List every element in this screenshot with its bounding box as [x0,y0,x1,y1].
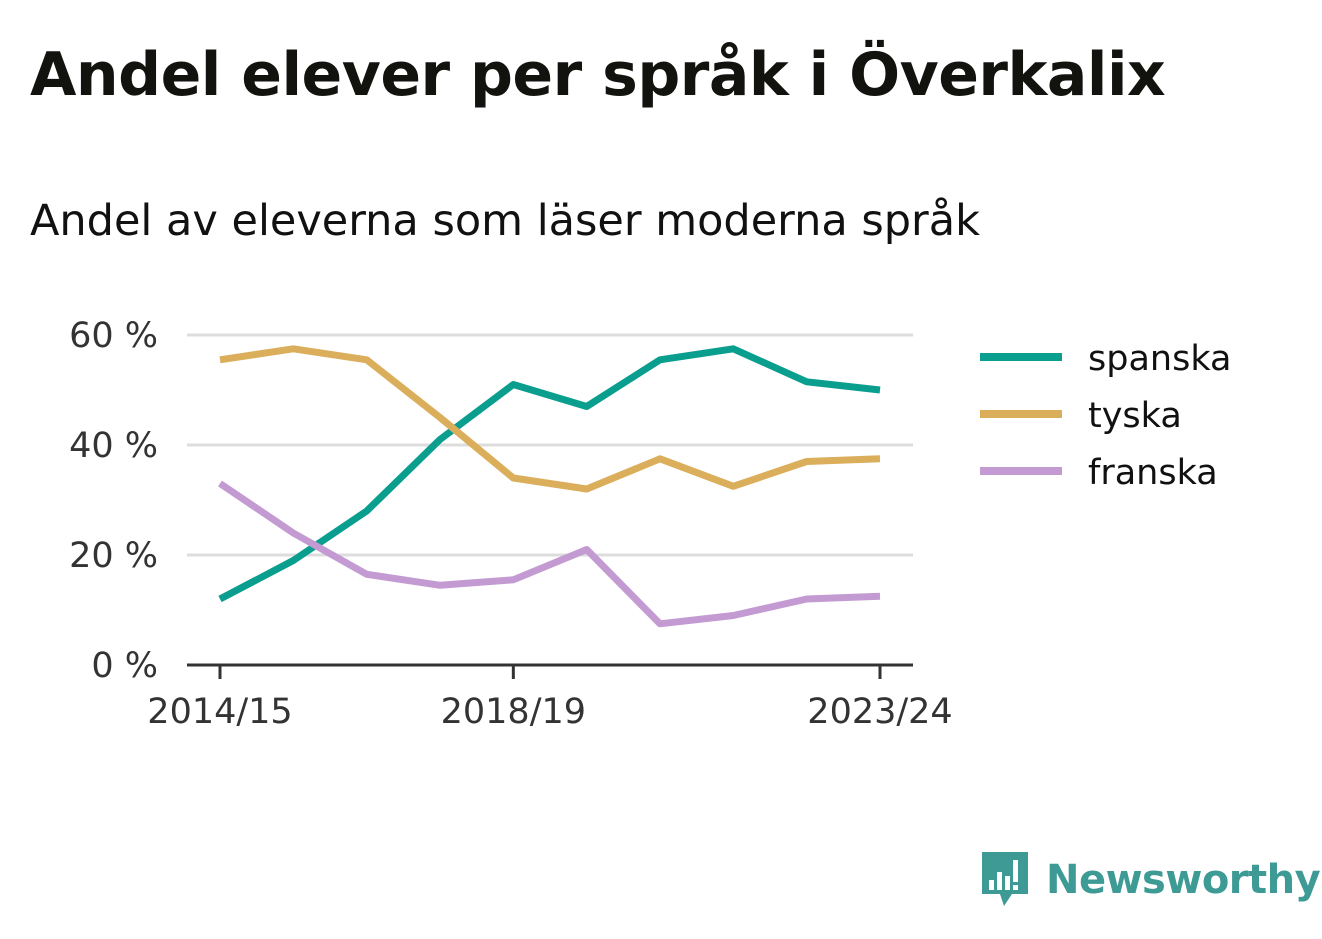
legend-label-franska: franska [1088,453,1218,493]
series-line-tyska [219,345,881,493]
chart-subtitle: Andel av eleverna som läser moderna språ… [30,196,980,246]
x-tick-label: 2023/24 [807,692,952,732]
legend-label-spanska: spanska [1088,339,1231,379]
axes: 0 % 20 % 40 % 60 % 2014/15 2018/19 2023/24 [69,316,953,732]
series-line-spanska [218,345,881,603]
legend-label-tyska: tyska [1088,396,1182,436]
y-tick-label: 20 % [69,536,158,576]
chart-title: Andel elever per språk i Överkalix [30,40,1166,110]
brand-logo: Newsworthy [980,850,1321,910]
y-tick-label: 0 % [91,646,158,686]
bar-chart-speech-bubble-icon [982,852,1028,906]
x-tick-label: 2014/15 [147,692,292,732]
brand-name: Newsworthy [1046,857,1321,903]
y-tick-label: 60 % [69,316,158,356]
series-line-franska [218,480,881,628]
legend: spanska tyska franska [980,339,1231,493]
grid-lines [187,333,913,557]
series-lines [218,345,881,628]
x-tick-label: 2018/19 [441,692,586,732]
y-tick-label: 40 % [69,426,158,466]
